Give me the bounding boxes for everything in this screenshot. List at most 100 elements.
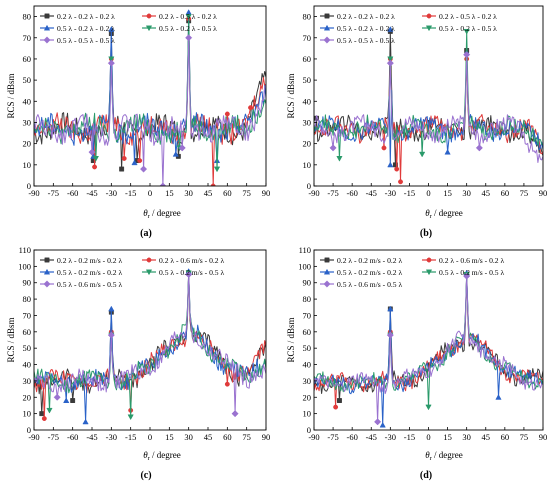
data-point (70, 398, 76, 403)
y-tick-label: 40 (23, 360, 32, 370)
x-tick-label: 0 (426, 188, 430, 198)
data-point (475, 144, 483, 152)
data-point (92, 164, 98, 170)
data-point (159, 182, 167, 186)
data-point (63, 397, 70, 403)
data-point (127, 414, 134, 421)
y-tick-label: 40 (23, 96, 32, 106)
legend-entry-label: 0.5 λ - 0.2 λ - 0.5 λ (159, 24, 217, 33)
data-point (248, 105, 253, 111)
series-line-5 (34, 274, 266, 415)
data-point (394, 166, 400, 172)
legend-entry-label: 0.5 λ - 0.6 m/s - 0.5 λ (337, 280, 402, 289)
legend-marker (44, 257, 50, 263)
x-axis-label-unit: / degree (150, 208, 181, 218)
x-tick-label: 75 (242, 188, 251, 198)
x-axis-label-symbol: θ (425, 450, 430, 460)
x-tick-label: -75 (327, 188, 338, 198)
data-point (224, 381, 230, 387)
chart-panel-4: -90 -75 -60 -45 -30 -15 0 15 30 45 60 75 90 0 10 20 30 40… (286, 245, 547, 481)
x-tick-label: -60 (67, 432, 78, 442)
plot-area (34, 9, 266, 186)
x-tick-label: -75 (327, 432, 338, 442)
legend: 0.2 λ - 0.2 m/s - 0.2 λ 0.2 λ - 0.6 m/s -… (40, 256, 224, 289)
x-tick-label: 75 (242, 432, 251, 442)
panel-label: (b) (420, 228, 432, 239)
data-point (398, 179, 403, 185)
x-tick-label: -15 (404, 432, 415, 442)
x-axis-label-symbol: θ (143, 208, 148, 218)
data-point (419, 151, 426, 158)
legend-entry-label: 0.2 λ - 0.5 λ - 0.2 λ (439, 12, 497, 21)
legend-marker (146, 257, 152, 263)
legend-marker (145, 269, 153, 276)
y-tick-label: 30 (303, 376, 312, 386)
x-tick-label: -90 (308, 188, 319, 198)
series-line-3 (314, 52, 543, 166)
x-tick-label: -30 (385, 188, 396, 198)
x-axis-label-symbol: θ (143, 450, 148, 460)
y-tick-label: 10 (303, 160, 312, 170)
data-point (53, 393, 61, 401)
data-point (39, 411, 45, 417)
legend: 0.2 λ - 0.2 λ - 0.2 λ 0.2 λ - 0.5 λ - 0.2… (320, 12, 497, 45)
y-tick-label: 60 (23, 54, 32, 64)
data-point (137, 158, 143, 164)
x-tick-label: 15 (165, 432, 174, 442)
y-axis-label: RCS / dBsm (286, 317, 296, 362)
y-tick-label: 60 (303, 327, 312, 337)
legend-entry-label: 0.5 λ - 0.2 m/s - 0.2 λ (337, 268, 402, 277)
data-point (336, 156, 343, 162)
y-tick-label: 20 (303, 139, 312, 149)
data-point (108, 56, 115, 63)
x-tick-label: -90 (308, 432, 319, 442)
data-point (121, 156, 127, 161)
legend-marker (323, 36, 331, 44)
y-tick-label: 50 (23, 75, 32, 85)
x-tick-label: -75 (48, 188, 59, 198)
data-point (92, 156, 99, 162)
y-tick-label: 70 (23, 310, 32, 320)
panel-label: (a) (140, 228, 152, 239)
legend-marker (426, 13, 432, 19)
x-axis-label: θr / degree (143, 450, 181, 462)
x-tick-label: 60 (501, 432, 510, 442)
x-tick-label: 45 (204, 188, 213, 198)
x-axis-label-subscript: r (430, 213, 433, 220)
series-line-5 (314, 54, 543, 163)
series-line-2 (34, 272, 266, 419)
y-tick-label: 110 (299, 245, 311, 255)
y-tick-label: 30 (23, 376, 32, 386)
legend-marker (323, 24, 331, 31)
x-tick-label: 45 (204, 432, 213, 442)
legend-marker (43, 268, 51, 275)
series-line-1 (314, 30, 543, 166)
legend-marker (425, 25, 433, 32)
y-tick-label: 70 (303, 33, 312, 43)
y-axis-label: RCS / dBsm (286, 73, 296, 118)
y-tick-label: 60 (23, 327, 32, 337)
x-tick-label: 60 (501, 188, 510, 198)
x-tick-label: 90 (262, 188, 271, 198)
legend-entry-label: 0.2 λ - 0.2 λ - 0.2 λ (337, 12, 395, 21)
x-axis-label-unit: / degree (150, 450, 181, 460)
data-point (463, 51, 471, 59)
x-tick-label: 45 (482, 432, 491, 442)
data-point (425, 404, 432, 411)
x-axis-label: θr / degree (425, 208, 463, 220)
data-point (329, 144, 337, 152)
y-tick-label: 50 (23, 343, 32, 353)
legend-entry-label: 0.5 λ - 0.2 m/s - 0.5 λ (439, 268, 504, 277)
y-tick-label: 100 (18, 261, 31, 271)
legend-marker (324, 13, 330, 19)
plot-frame (33, 5, 267, 187)
plot-area (34, 268, 266, 425)
series-line-4 (314, 30, 543, 159)
x-tick-label: -60 (346, 188, 357, 198)
legend-entry-label: 0.5 λ - 0.5 λ - 0.5 λ (337, 36, 395, 45)
data-point (210, 183, 216, 186)
data-point (379, 421, 386, 428)
x-tick-label: 75 (520, 432, 529, 442)
y-tick-label: 20 (23, 392, 32, 402)
